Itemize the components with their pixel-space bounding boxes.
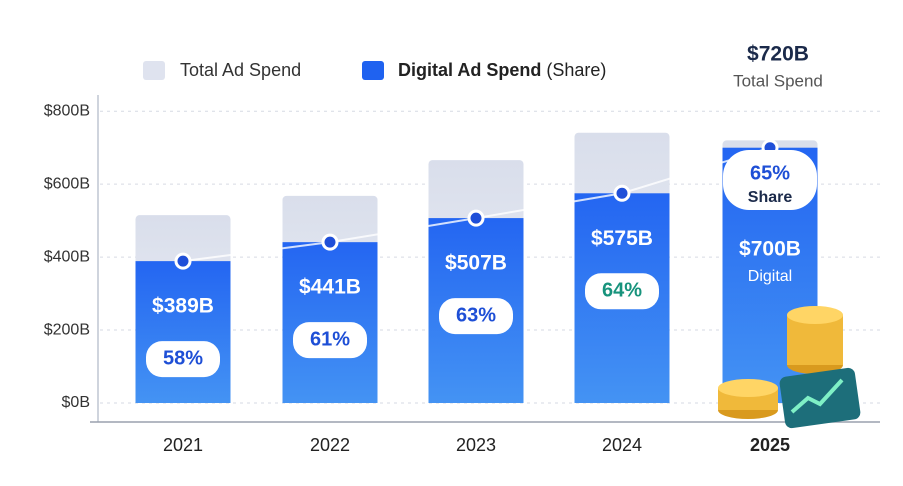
x-tick-label: 2024 (602, 435, 642, 455)
share-pill (439, 298, 513, 335)
annotation: Total Spend (733, 71, 823, 90)
digital-dot (613, 184, 631, 202)
share-label: 58% (163, 347, 203, 369)
value-label: $507B (445, 252, 507, 275)
y-tick-label: $400B (44, 248, 90, 265)
legend-series: Digital Ad Spend (398, 60, 541, 80)
x-tick-label: 2023 (456, 435, 496, 455)
y-tick-label: $600B (44, 175, 90, 192)
x-tick-label: 2025 (750, 435, 790, 455)
value-label: $575B (591, 227, 653, 250)
x-tick-label: 2021 (163, 435, 203, 455)
share-bubble (723, 150, 817, 210)
digital-dot (321, 233, 339, 251)
share-label: 63% (456, 304, 496, 326)
legend-suffix: (Share) (546, 60, 606, 80)
coins-illustration (718, 306, 861, 429)
share-label: 61% (310, 328, 350, 350)
share-pill (585, 273, 659, 310)
y-tick-label: $800B (44, 102, 90, 119)
share-label: 64% (602, 280, 642, 302)
annotation: Digital (748, 268, 792, 285)
digital-bar (135, 261, 231, 403)
value-label: $441B (299, 276, 361, 299)
digital-dot (467, 209, 485, 227)
legend-label: Digital Ad Spend (Share) (398, 60, 606, 80)
x-tick-label: 2022 (310, 435, 350, 455)
y-tick-label: $200B (44, 321, 90, 338)
digital-dot (174, 252, 192, 270)
total-label: $720B (747, 43, 809, 66)
value-label: $389B (152, 295, 214, 318)
share-name: Share (748, 189, 793, 206)
legend-swatch (143, 61, 165, 80)
share-pill (293, 322, 367, 359)
value-label: $700B (739, 238, 801, 261)
share-pill (146, 341, 220, 378)
y-tick-label: $0B (62, 394, 90, 411)
share-label: 65% (750, 162, 790, 184)
legend-swatch (362, 61, 384, 80)
legend-label: Total Ad Spend (180, 60, 301, 80)
